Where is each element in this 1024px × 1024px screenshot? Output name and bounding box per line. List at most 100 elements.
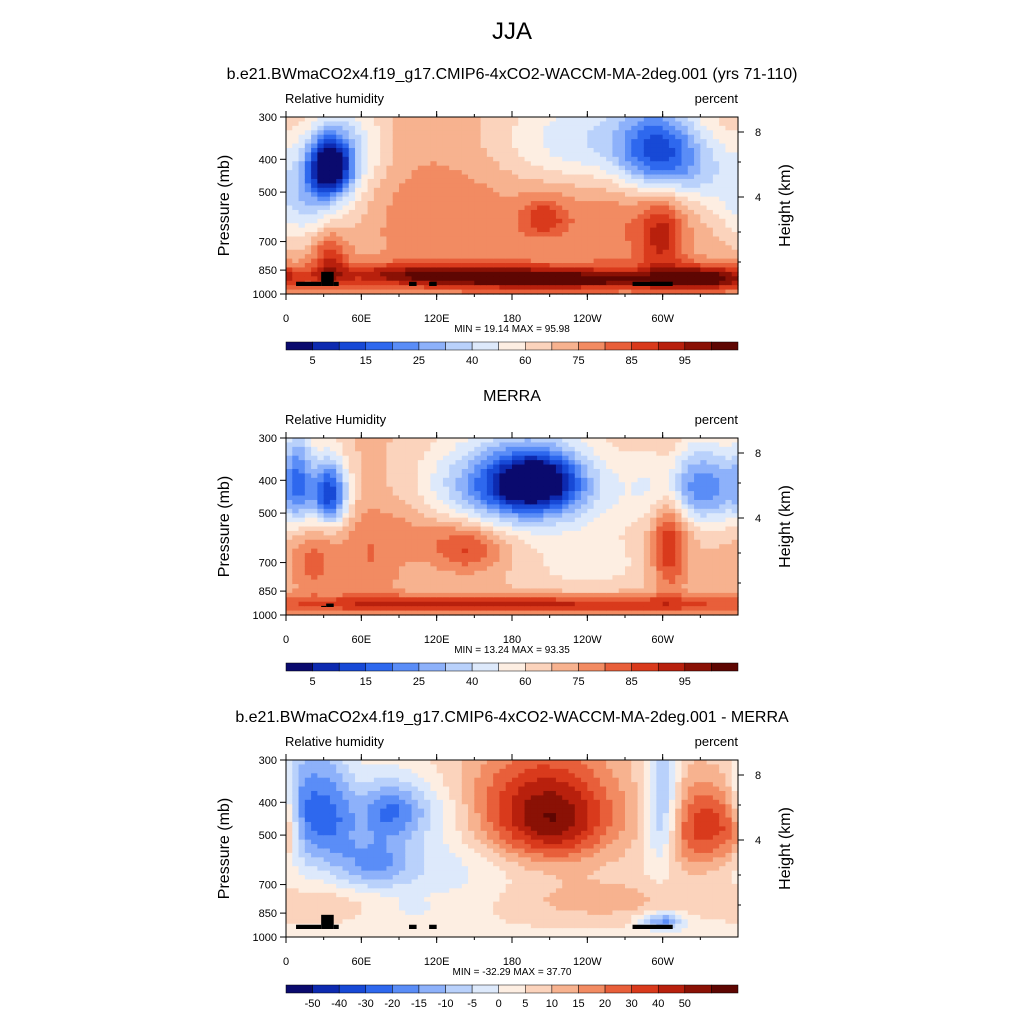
field-cell: [593, 442, 601, 448]
field-cell: [298, 588, 306, 594]
field-cell: [304, 553, 312, 559]
field-cell: [461, 610, 469, 616]
field-cell: [298, 117, 306, 123]
field-cell: [599, 236, 607, 242]
field-cell: [650, 214, 657, 220]
field-cell: [656, 223, 664, 229]
field-cell: [568, 530, 576, 536]
field-cell: [399, 468, 406, 474]
field-cell: [681, 258, 689, 264]
field-cell: [417, 575, 425, 581]
field-cell: [474, 125, 482, 131]
field-cell: [568, 161, 576, 167]
field-cell: [342, 535, 350, 541]
field-cell: [499, 548, 507, 554]
field-cell: [675, 254, 683, 260]
field-cell: [430, 267, 438, 273]
field-cell: [430, 548, 438, 554]
field-cell: [518, 218, 526, 224]
field-cell: [386, 232, 394, 238]
colorbar-box: [338, 341, 367, 351]
field-cell: [587, 165, 595, 171]
field-cell: [298, 183, 306, 189]
field-cell: [486, 446, 494, 452]
field-cell: [512, 143, 519, 149]
field-cell: [719, 254, 727, 260]
field-cell: [706, 187, 714, 193]
field-cell: [700, 143, 708, 149]
field-cell: [304, 566, 312, 572]
field-cell: [468, 561, 475, 567]
field-cell: [562, 561, 570, 567]
field-cell: [411, 579, 419, 585]
field-cell: [286, 201, 293, 207]
field-cell: [505, 192, 513, 198]
field-cell: [348, 209, 356, 215]
field-cell: [292, 285, 300, 291]
field-cell: [442, 245, 450, 251]
field-cell: [530, 438, 538, 444]
field-cell: [637, 245, 645, 251]
field-cell: [731, 227, 739, 233]
field-cell: [656, 134, 664, 140]
field-cell: [493, 579, 501, 585]
field-cell: [493, 254, 501, 260]
field-cell: [373, 125, 381, 131]
field-cell: [493, 442, 501, 448]
field-cell: [543, 227, 551, 233]
field-cell: [292, 139, 300, 145]
field-cell: [593, 258, 601, 264]
field-cell: [386, 553, 394, 559]
field-cell: [530, 553, 538, 559]
field-cell: [486, 134, 494, 140]
field-cell: [468, 121, 475, 127]
field-cell: [499, 258, 507, 264]
field-cell: [606, 139, 614, 145]
field-cell: [373, 530, 381, 536]
field-cell: [530, 285, 538, 291]
field-cell: [574, 513, 582, 519]
field-cell: [549, 468, 557, 474]
field-cell: [405, 539, 413, 545]
field-cell: [599, 442, 607, 448]
field-cell: [524, 606, 532, 612]
field-cell: [355, 597, 362, 603]
field-cell: [455, 223, 463, 229]
field-cell: [380, 482, 388, 488]
field-cell: [668, 125, 676, 131]
field-cell: [681, 223, 689, 229]
field-cell: [562, 183, 570, 189]
field-cell: [700, 205, 708, 211]
field-cell: [317, 285, 325, 291]
colorbar-box: [711, 341, 739, 351]
field-cell: [367, 495, 375, 501]
field-cell: [348, 473, 356, 479]
field-cell: [348, 499, 356, 505]
field-cell: [323, 460, 331, 466]
field-cell: [581, 125, 588, 131]
field-cell: [336, 121, 344, 127]
field-cell: [405, 473, 413, 479]
field-cell: [719, 121, 727, 127]
field-cell: [587, 557, 595, 563]
field-cell: [286, 473, 293, 479]
field-cell: [442, 592, 450, 598]
field-cell: [430, 468, 438, 474]
field-cell: [430, 223, 438, 229]
field-cell: [405, 187, 413, 193]
field-cell: [424, 473, 431, 479]
field-cell: [474, 139, 482, 145]
field-cell: [436, 152, 444, 158]
field-cell: [361, 522, 369, 528]
field-cell: [512, 271, 519, 277]
field-cell: [480, 544, 488, 550]
field-cell: [417, 152, 425, 158]
field-cell: [373, 535, 381, 541]
field-cell: [311, 491, 318, 497]
field-cell: [706, 280, 714, 286]
field-cell: [436, 254, 444, 260]
field-cell: [719, 174, 727, 180]
field-cell: [593, 263, 601, 269]
field-cell: [342, 289, 350, 295]
field-cell: [731, 196, 739, 202]
